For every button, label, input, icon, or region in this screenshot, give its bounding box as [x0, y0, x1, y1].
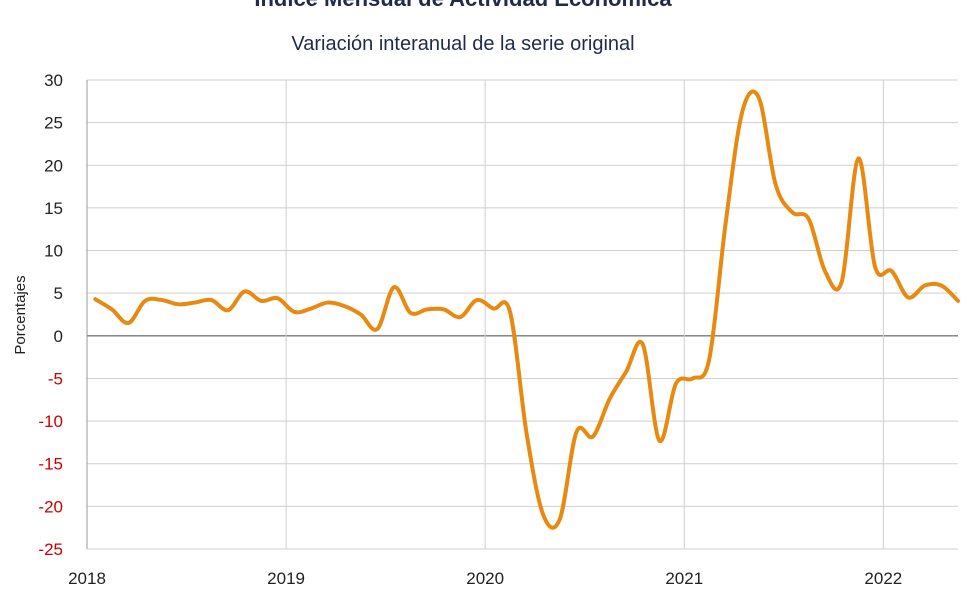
x-tick-label: 2018 [68, 569, 106, 588]
y-tick-label: 0 [54, 327, 63, 346]
y-tick-label: -10 [38, 412, 63, 431]
chart-title: Índice Mensual de Actividad Económica [254, 0, 672, 11]
x-tick-label: 2019 [267, 569, 305, 588]
x-tick-label: 2020 [466, 569, 504, 588]
y-tick-label: -15 [38, 455, 63, 474]
series-layer [93, 89, 960, 530]
y-tick-label: 25 [44, 114, 63, 133]
series-line [93, 89, 960, 530]
y-tick-label: 20 [44, 156, 63, 175]
y-tick-layer: 30 25 20 15 10 5 0 -5 -10 -15 -20 -25 [38, 71, 63, 559]
y-tick-label: -5 [48, 369, 63, 388]
x-tick-label: 2021 [665, 569, 703, 588]
x-tick-layer: 2018 2019 2020 2021 2022 [68, 569, 902, 588]
y-tick-label: 15 [44, 199, 63, 218]
x-tick-label: 2022 [864, 569, 902, 588]
y-tick-label: -20 [38, 497, 63, 516]
chart-subtitle: Variación interanual de la serie origina… [291, 33, 634, 55]
y-tick-label: 5 [54, 284, 63, 303]
y-tick-label: 30 [44, 71, 63, 90]
y-tick-label: -25 [38, 540, 63, 559]
y-tick-label: 10 [44, 242, 63, 261]
y-axis-label: Porcentajes [12, 275, 29, 354]
grid-layer [86, 79, 958, 550]
